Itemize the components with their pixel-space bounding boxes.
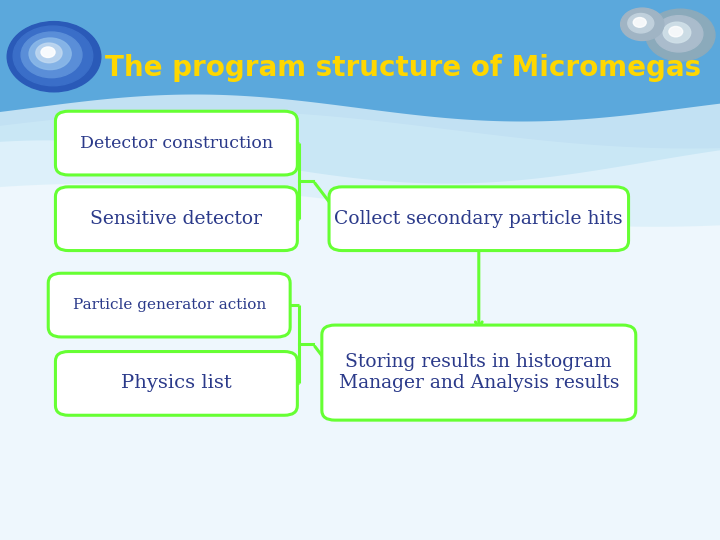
Circle shape xyxy=(663,22,690,43)
Circle shape xyxy=(621,8,664,40)
Circle shape xyxy=(634,18,647,28)
Circle shape xyxy=(669,26,683,37)
FancyBboxPatch shape xyxy=(48,273,290,337)
Circle shape xyxy=(646,9,715,61)
Circle shape xyxy=(654,16,703,52)
Text: w4: w4 xyxy=(139,0,408,119)
FancyBboxPatch shape xyxy=(55,352,297,415)
Text: Sensitive detector: Sensitive detector xyxy=(91,210,262,228)
Polygon shape xyxy=(0,0,720,122)
Text: Collect secondary particle hits: Collect secondary particle hits xyxy=(335,210,623,228)
Circle shape xyxy=(29,38,71,70)
Text: Storing results in histogram
Manager and Analysis results: Storing results in histogram Manager and… xyxy=(338,353,619,392)
Circle shape xyxy=(13,26,93,86)
FancyBboxPatch shape xyxy=(322,325,636,420)
Circle shape xyxy=(628,14,654,33)
Circle shape xyxy=(41,47,55,57)
FancyBboxPatch shape xyxy=(55,111,297,175)
Text: The program structure of Micromegas: The program structure of Micromegas xyxy=(105,53,701,82)
FancyBboxPatch shape xyxy=(329,187,629,251)
Text: Detector construction: Detector construction xyxy=(80,134,273,152)
Circle shape xyxy=(21,32,82,78)
Text: Physics list: Physics list xyxy=(121,374,232,393)
Circle shape xyxy=(7,22,101,92)
Polygon shape xyxy=(0,70,720,184)
Text: Particle generator action: Particle generator action xyxy=(73,298,266,312)
Circle shape xyxy=(36,43,62,63)
Polygon shape xyxy=(0,111,720,227)
FancyBboxPatch shape xyxy=(55,187,297,251)
